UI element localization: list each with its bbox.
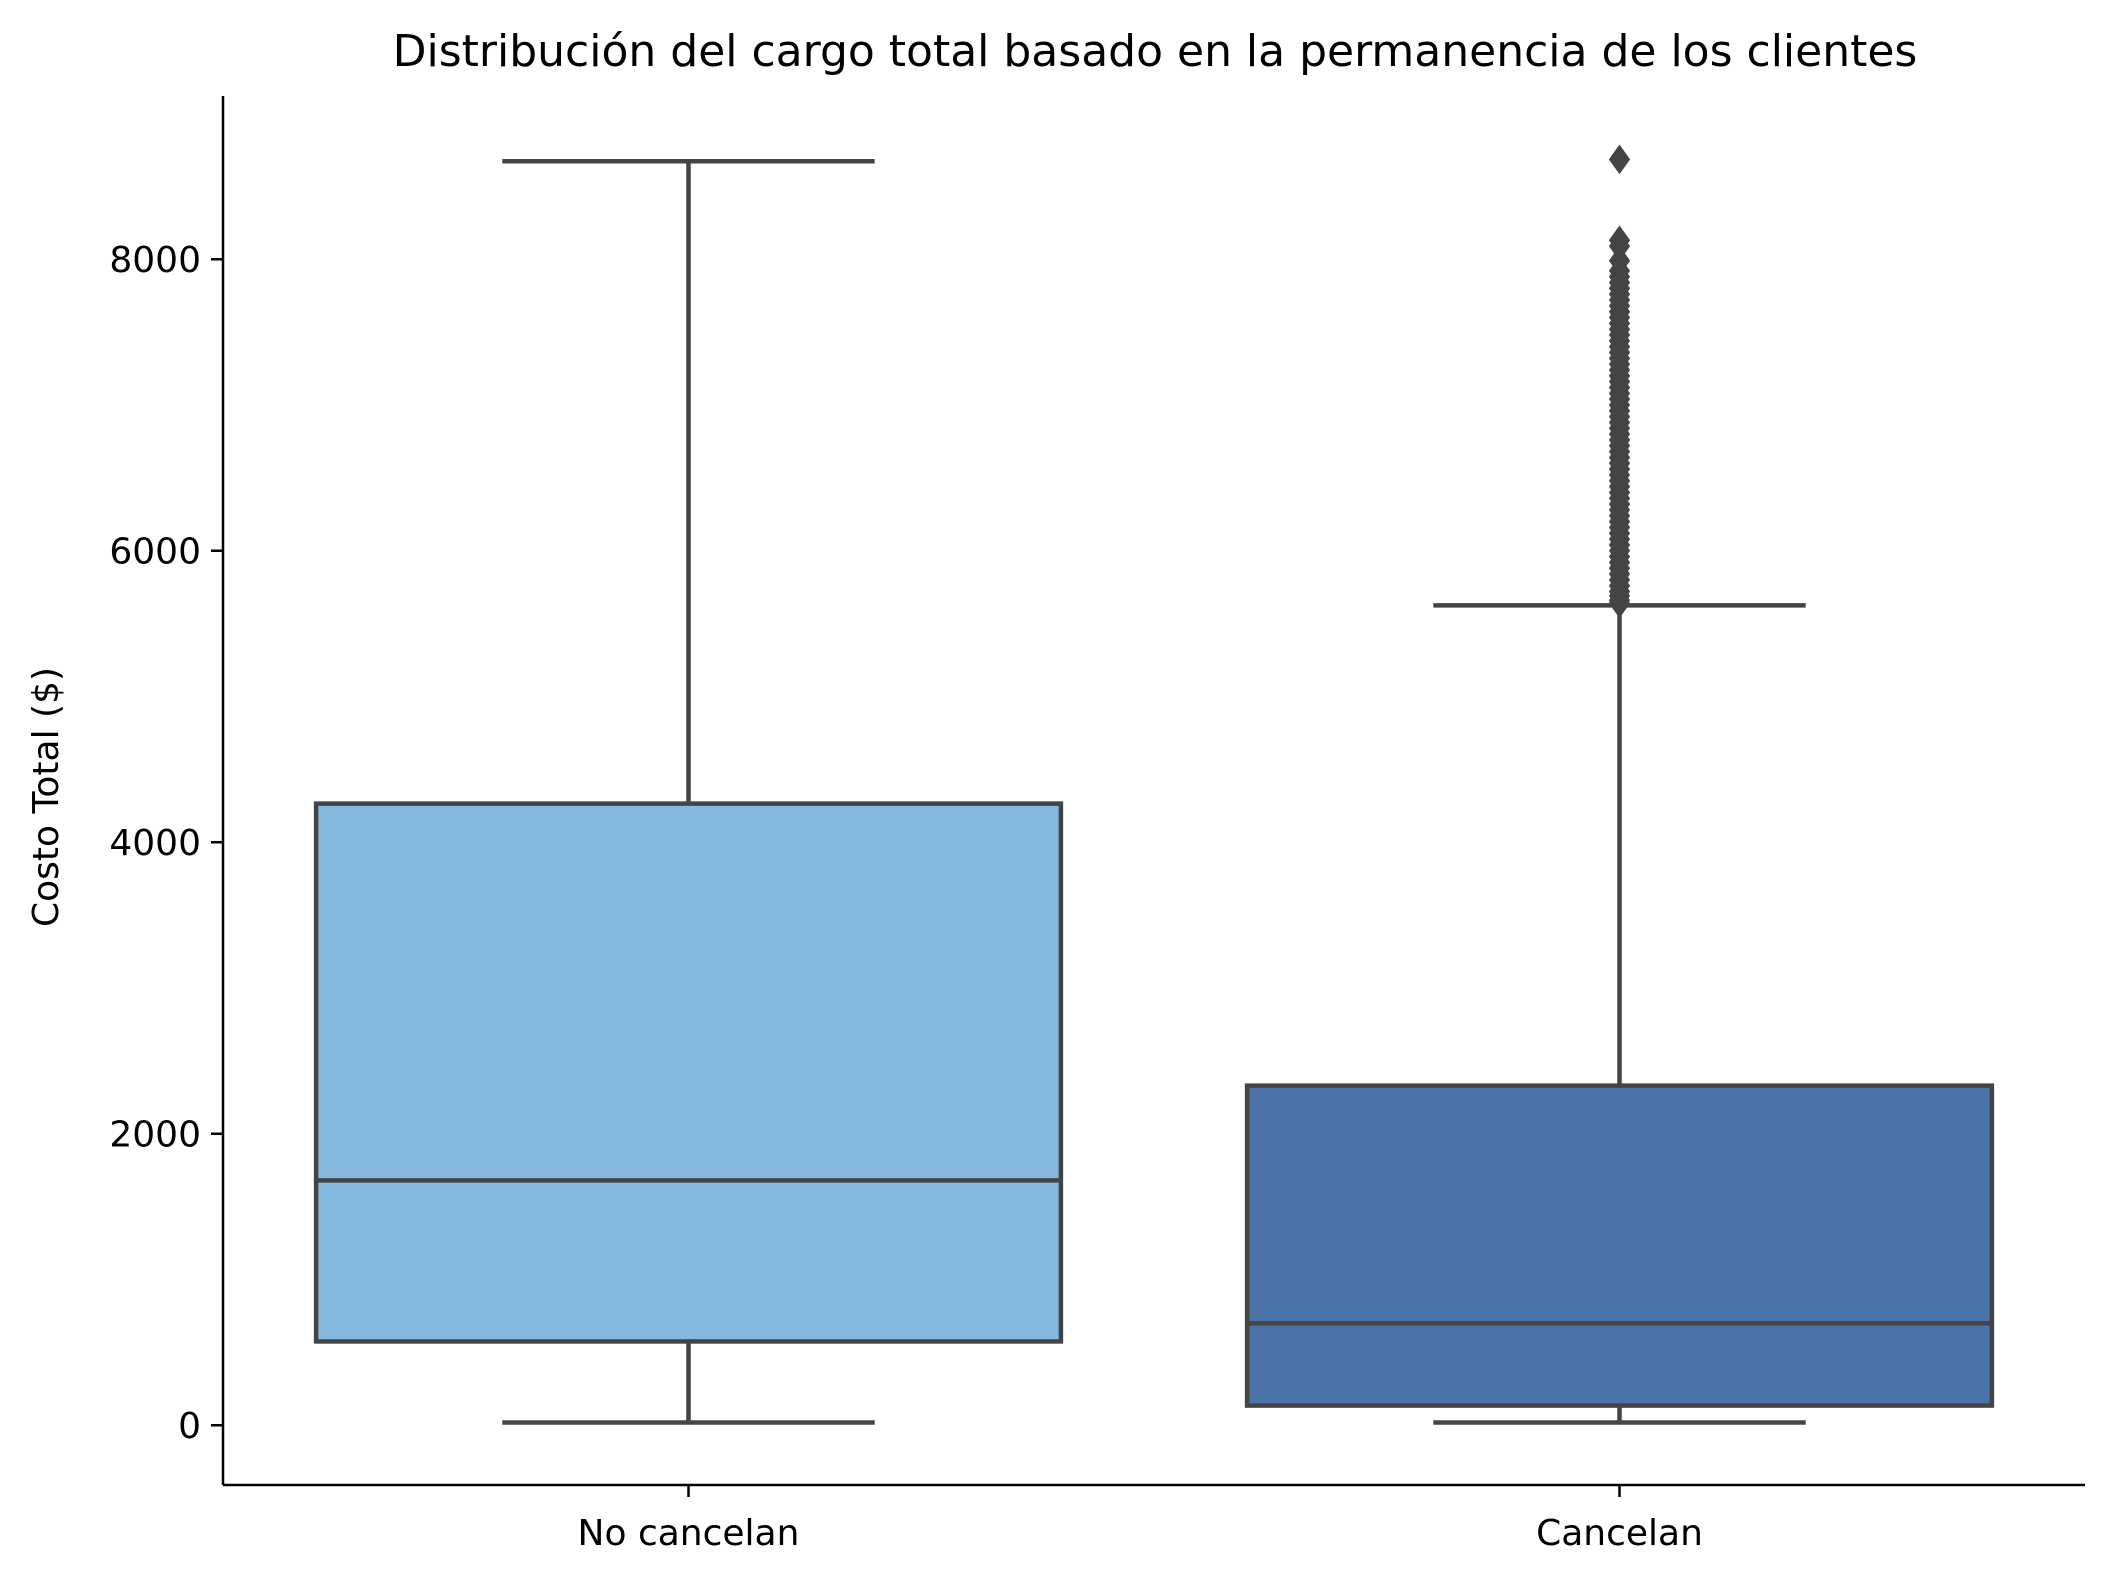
box-group-cancelan [1244, 144, 1995, 1425]
plot-area [313, 144, 1995, 1425]
box-iqr [1244, 1083, 1995, 1408]
box-iqr [313, 801, 1064, 1344]
y-tick-label: 6000 [109, 532, 201, 573]
y-tick-label: 0 [178, 1406, 201, 1447]
box-group-no-cancelan [313, 159, 1064, 1425]
outlier-point [1608, 588, 1631, 619]
x-tick-label: Cancelan [1536, 1513, 1703, 1554]
x-tick-label: No cancelan [578, 1513, 800, 1554]
outlier-point [1608, 144, 1631, 175]
y-tick-label: 4000 [109, 823, 201, 864]
y-tick-label: 2000 [109, 1115, 201, 1156]
chart-title: Distribución del cargo total basado en l… [393, 26, 1918, 77]
y-tick-label: 8000 [109, 240, 201, 281]
axes: 0 2000 4000 6000 8000 No cancelan Cancelan [109, 96, 2085, 1554]
y-axis-label: Costo Total ($) [26, 667, 67, 927]
